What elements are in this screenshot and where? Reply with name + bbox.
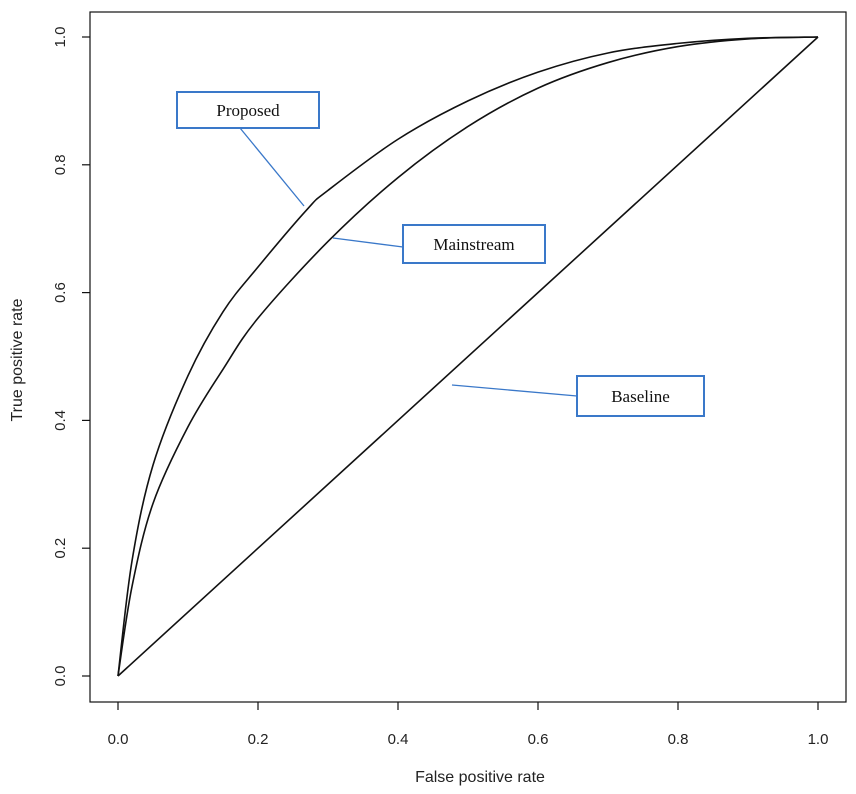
callout-box-mainstream (402, 224, 546, 264)
x-tick-label: 0.2 (248, 731, 269, 748)
y-tick-label: 0.6 (52, 282, 69, 303)
callout-leader-baseline (451, 384, 578, 397)
x-axis-label: False positive rate (415, 769, 545, 786)
x-tick-label: 0.8 (668, 731, 689, 748)
y-axis-label: True positive rate (9, 298, 26, 421)
callout-label-proposed: Proposed (216, 101, 280, 120)
callout-leader-proposed (239, 127, 305, 207)
callout-box-proposed (176, 91, 320, 129)
x-tick-label: 1.0 (808, 731, 829, 748)
y-tick-label: 0.4 (52, 410, 69, 431)
callout-label-baseline: Baseline (611, 387, 670, 406)
axis-ticks: 0.0 0.2 0.4 0.6 0.8 1.0 0.0 0.2 0.4 0.6 0.8 1.0 (52, 27, 828, 748)
series-line-mainstream (117, 36, 819, 677)
y-tick-label: 1.0 (52, 27, 69, 48)
callouts: Proposed Mainstream Baseline (176, 91, 705, 417)
callout-label-mainstream: Mainstream (433, 235, 514, 254)
callout-box-baseline (576, 375, 705, 417)
series-line-baseline (117, 36, 819, 677)
series-line-proposed (117, 36, 819, 677)
callout-leader-mainstream (332, 237, 404, 248)
curves (117, 36, 819, 677)
x-tick-label: 0.4 (388, 731, 409, 748)
y-tick-label: 0.2 (52, 538, 69, 559)
x-tick-label: 0.6 (528, 731, 549, 748)
y-tick-label: 0.8 (52, 154, 69, 175)
x-tick-label: 0.0 (108, 731, 129, 748)
y-tick-label: 0.0 (52, 666, 69, 687)
plot-frame (89, 11, 847, 703)
